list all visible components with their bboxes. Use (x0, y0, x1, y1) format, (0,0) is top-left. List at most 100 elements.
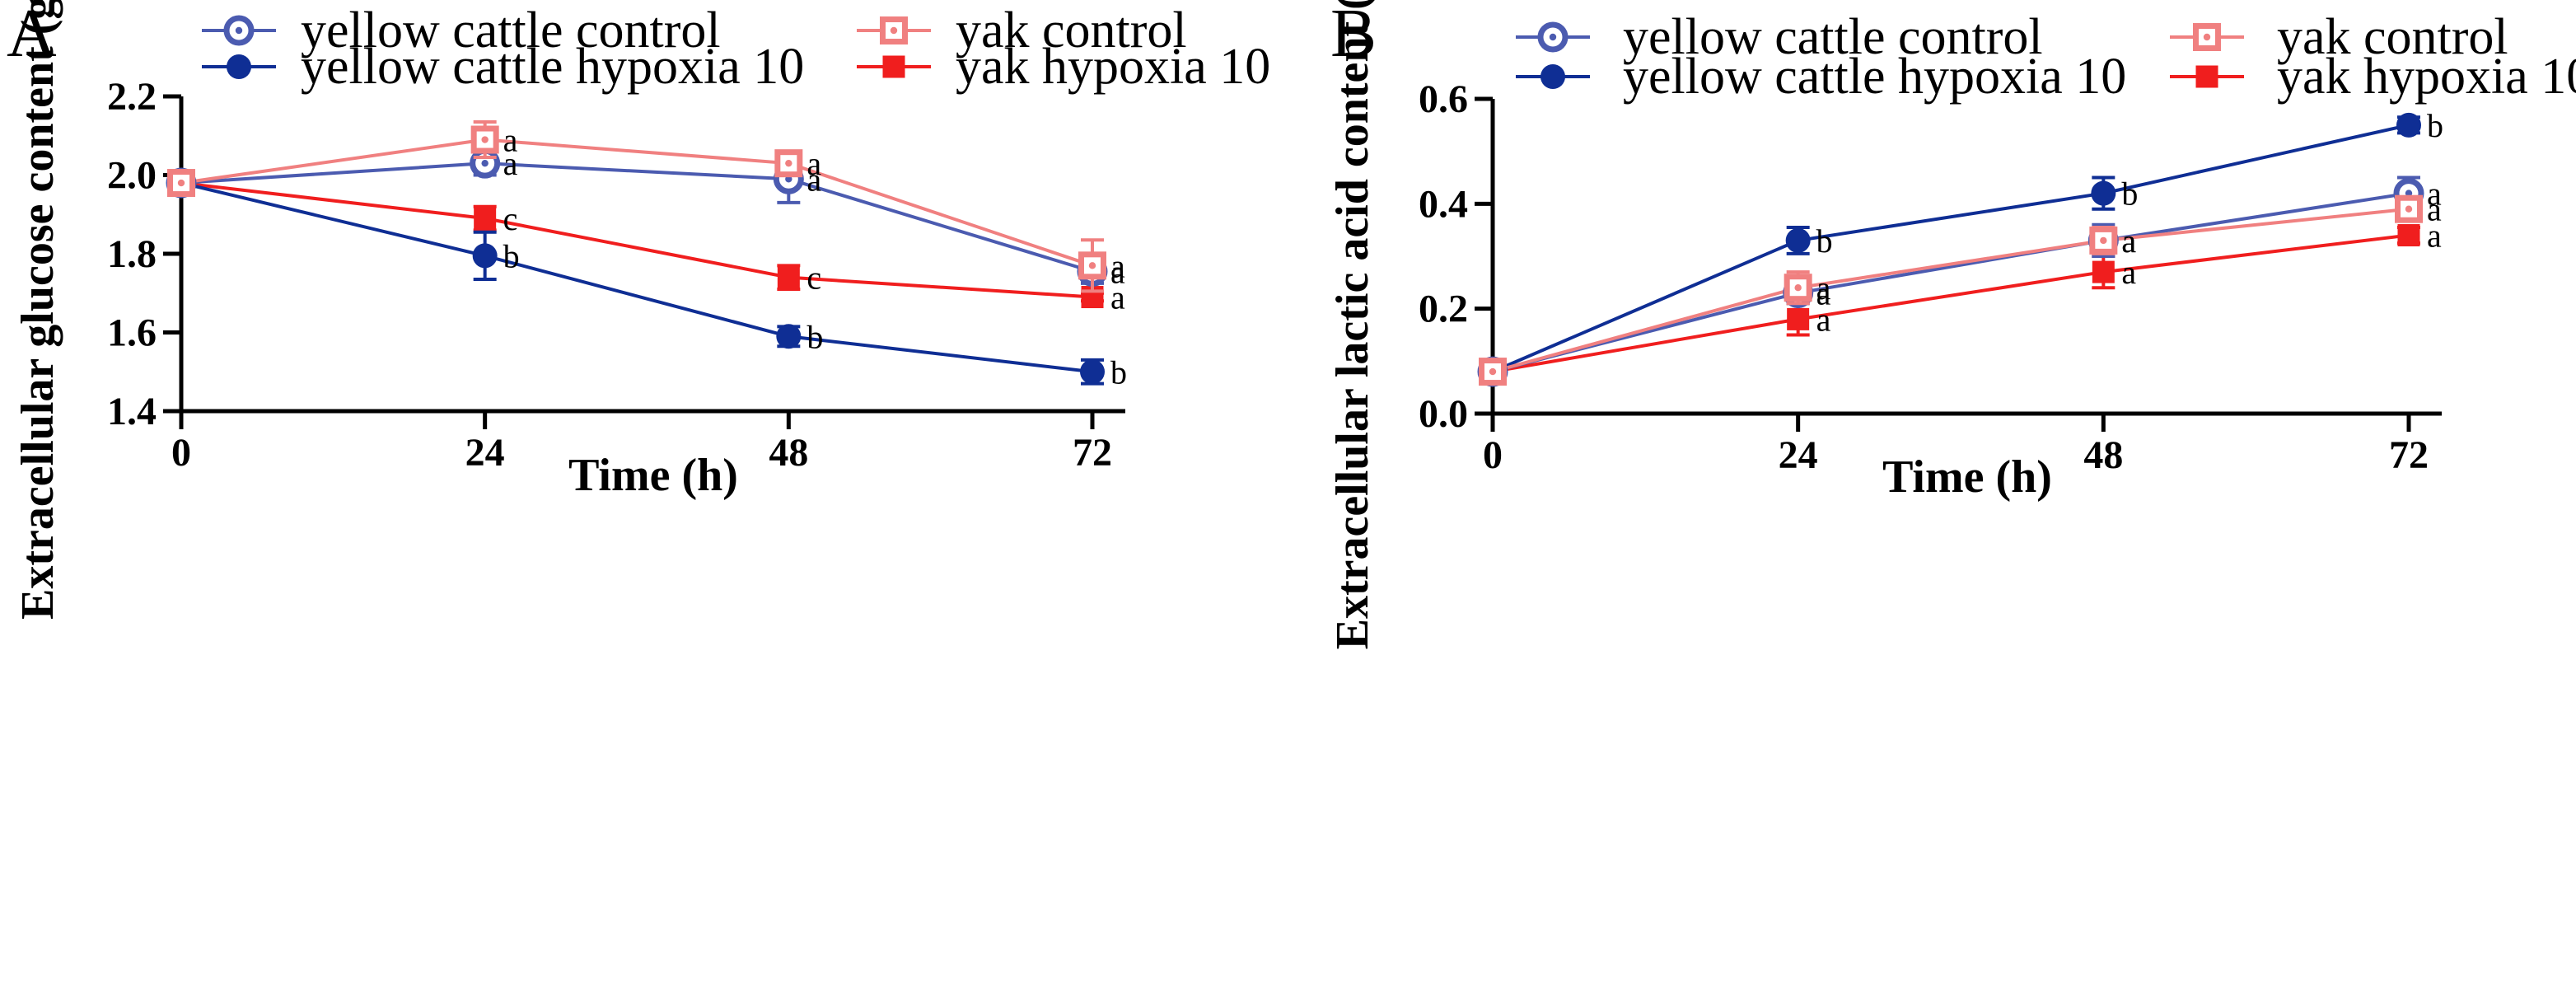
legend-item-yak-hypoxia-10: yak hypoxia 10 (857, 39, 1270, 95)
panel-a-line-yak-control (180, 138, 1093, 268)
panel-b-series-yak-hypoxia-10 (1481, 224, 2420, 383)
legend-item-yellow-cattle-hypoxia-10: yellow cattle hypoxia 10 (1516, 49, 2126, 105)
data-point (1785, 227, 1811, 253)
panel-a-significance-label: a (1110, 279, 1125, 316)
data-point-center (481, 159, 489, 167)
data-point (1787, 307, 1810, 330)
panel-a-legend: yellow cattle control yak control yellow c… (202, 2, 1270, 95)
legend-marker-center (890, 26, 898, 35)
panel-b-x-tick-label: 72 (2389, 433, 2429, 477)
panel-b-x-axis-title: Time (h) (1882, 452, 2052, 503)
data-point-center (481, 136, 489, 143)
legend-item-yak-control: yak control (2170, 9, 2508, 65)
legend-label: yellow cattle hypoxia 10 (1623, 49, 2126, 105)
panel-a-significance-label: c (503, 200, 518, 237)
panel-a-letter: A (7, 0, 57, 72)
panel-a-y-axis-title: Extracellular glucose content (g/L) (12, 0, 63, 620)
panel-b-y-tick-label: 0.0 (1419, 392, 1468, 436)
legend-item-yak-control: yak control (857, 2, 1187, 58)
panel-a-series-yellow-cattle-hypoxia-10 (169, 171, 1105, 386)
panel-a-x-tick-label: 0 (171, 431, 191, 475)
panel-b-significance-label: a (2121, 254, 2136, 291)
panel-b-y-axis-title: Extracellular lactic acid content (g/L) (1327, 0, 1378, 649)
panel-b-legend: yellow cattle control yak control yellow c… (1516, 9, 2576, 105)
panel-b-significance-label: b (1816, 222, 1833, 260)
panel-b-x-tick-label: 24 (1779, 433, 1818, 477)
panel-b-line-yellow-cattle-control (1492, 191, 2410, 374)
panel-a-y-tick-label: 1.8 (107, 232, 157, 276)
data-point-center (785, 159, 792, 167)
legend-label: yellow cattle control (1623, 9, 2043, 65)
panel-a-series-yak-control (167, 120, 1106, 293)
data-point-center (1088, 262, 1096, 269)
legend-marker-center (1549, 33, 1557, 41)
data-point (472, 243, 498, 269)
legend-label: yak hypoxia 10 (956, 39, 1270, 95)
panel-b: B 0.0 0.2 0.4 0.6 0 24 48 72 Time (h) Extracellula… (1327, 0, 2576, 649)
legend-marker-center (235, 26, 243, 35)
panel-a-line-yak-hypoxia-10 (180, 181, 1093, 299)
legend-label: yak control (956, 2, 1187, 58)
data-point (776, 324, 802, 349)
panel-b-significance-label: a (2121, 222, 2136, 260)
panel-b-series-yellow-cattle-control (1477, 175, 2424, 387)
data-point (2092, 260, 2115, 283)
legend-label: yak hypoxia 10 (2277, 49, 2576, 105)
panel-a-y-tick-label: 1.6 (107, 311, 157, 355)
panel-b-letter: B (1330, 0, 1377, 72)
legend-item-yellow-cattle-control: yellow cattle control (1516, 9, 2043, 65)
legend-marker (882, 55, 905, 78)
panel-b-significance-label: a (1816, 275, 1831, 312)
panel-b-line-yellow-cattle-hypoxia-10 (1492, 123, 2410, 373)
data-point (2397, 224, 2420, 247)
data-point (474, 207, 497, 230)
legend-marker (1540, 64, 1565, 89)
panel-a-significance-label: b (503, 237, 520, 274)
panel-b-significance-label: b (2427, 107, 2443, 144)
panel-a-y-tick-label: 2.2 (107, 75, 157, 119)
panel-b-significance-label: a (2427, 175, 2442, 213)
panel-b-significance-label: b (2121, 175, 2138, 213)
panel-b-x-tick-label: 0 (1483, 433, 1503, 477)
data-point-center (1489, 367, 1497, 376)
data-point (1080, 359, 1105, 385)
panel-b-y-tick-label: 0.2 (1419, 288, 1468, 331)
data-point-center (1794, 284, 1802, 292)
legend-marker (227, 54, 251, 79)
panel-b-line-yak-hypoxia-10 (1492, 233, 2410, 374)
panel-a-significance-label: a (1110, 247, 1125, 284)
panel-a-significance-label: a (806, 145, 821, 182)
panel-a-x-tick-label: 72 (1073, 431, 1112, 475)
panel-b-y-tick-label: 0.4 (1419, 182, 1468, 226)
data-point-center (177, 179, 185, 187)
data-point (2396, 112, 2421, 138)
panel-a-x-tick-label: 24 (465, 431, 505, 475)
panel-b-series-yak-control (1479, 194, 2423, 386)
panel-a-significance-label: a (806, 161, 821, 198)
data-point (2089, 226, 2118, 255)
data-point (2091, 180, 2116, 206)
legend-label: yak control (2277, 9, 2508, 65)
data-point-center (2405, 205, 2413, 213)
panel-b-x-tick-label: 48 (2083, 433, 2123, 477)
panel-a-y-tick-label: 1.4 (107, 390, 157, 433)
panel-a-line-yellow-cattle-control (180, 161, 1093, 274)
legend-label: yellow cattle hypoxia 10 (301, 39, 804, 95)
legend-label: yellow cattle control (301, 2, 721, 58)
panel-a-significance-label: a (1110, 253, 1125, 290)
legend-marker (2195, 65, 2218, 88)
panel-b-significance-label: a (2427, 218, 2442, 255)
legend-marker-center (2203, 33, 2211, 41)
panel-a-line-yellow-cattle-hypoxia-10 (180, 181, 1093, 374)
panel-a-significance-label: b (1110, 353, 1127, 391)
panel-a-significance-label: c (806, 260, 821, 297)
panel-a-significance-label: a (503, 145, 518, 182)
panel-a-significance-label: a (503, 122, 518, 159)
data-point-center (2100, 236, 2107, 245)
panel-b-significance-label: a (1816, 301, 1831, 338)
legend-item-yellow-cattle-hypoxia-10: yellow cattle hypoxia 10 (202, 39, 804, 95)
panel-a-x-tick-label: 48 (769, 431, 808, 475)
data-point (777, 266, 800, 289)
panel-a: A 1.4 1.6 1.8 2.0 2.2 0 24 48 72 Time (h) Extracell… (7, 0, 1270, 620)
